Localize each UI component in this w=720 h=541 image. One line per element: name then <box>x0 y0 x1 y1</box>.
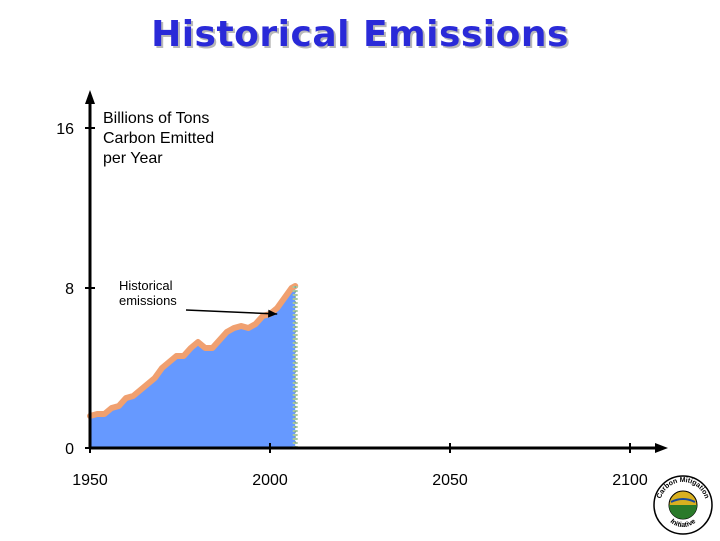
label-layer: 1950 2000 2050 2100 0 8 16 Billions of Tons Carb… <box>56 110 648 489</box>
y-axis-label-line: Carbon Emitted <box>103 130 214 147</box>
annotation-text-line: emissions <box>119 293 177 308</box>
y-axis-label-line: Billions of Tons <box>103 110 209 127</box>
annotation-text-line: Historical <box>119 278 173 293</box>
annotation-arrow <box>185 309 278 315</box>
x-axis-arrow <box>655 443 668 453</box>
annotation-arrowhead <box>268 309 278 318</box>
y-axis-arrow <box>85 90 95 104</box>
y-axis-label-line: per Year <box>103 150 163 167</box>
emissions-line <box>87 283 299 419</box>
y-tick-label: 16 <box>56 121 74 138</box>
x-tick-label: 2100 <box>612 472 648 489</box>
axis-layer <box>85 90 668 453</box>
y-tick-label: 0 <box>65 441 74 458</box>
page-title: Historical Emissions <box>151 14 569 55</box>
carbon-mitigation-logo: Carbon Mitigation Initiative <box>652 474 714 536</box>
area-layer <box>87 283 299 448</box>
y-tick-label: 8 <box>65 281 74 298</box>
x-tick-label: 2000 <box>252 472 288 489</box>
x-tick-label: 1950 <box>72 472 108 489</box>
svg-text:Initiative: Initiative <box>669 518 698 529</box>
emissions-area <box>90 286 296 448</box>
x-tick-label: 2050 <box>432 472 468 489</box>
